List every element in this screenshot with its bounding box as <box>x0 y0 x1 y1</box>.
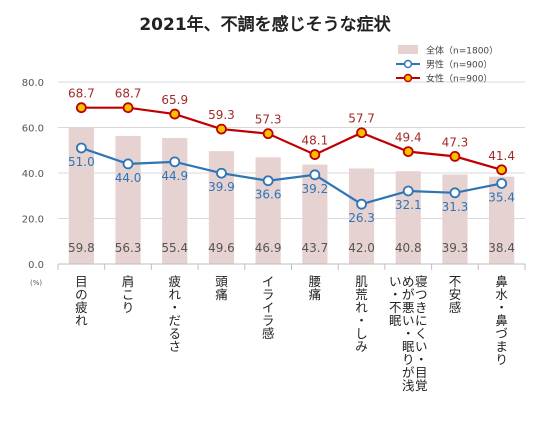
point-male <box>402 185 414 197</box>
data-label-female: 65.9 <box>161 93 188 107</box>
point-male <box>309 169 321 181</box>
category-label: 腰痛 <box>309 274 322 302</box>
point-male <box>449 187 461 199</box>
bar-total <box>348 168 375 264</box>
data-label-female: 49.4 <box>395 131 422 145</box>
data-label-male: 35.4 <box>488 190 515 204</box>
line-male <box>80 146 502 206</box>
data-label-female: 48.1 <box>301 134 328 148</box>
legend-marker <box>403 59 413 69</box>
category-label-text: 肩こり <box>122 274 135 315</box>
axes: 0.0 20.0 40.0 60.0 80.0 <box>22 78 526 271</box>
legend-swatch-total <box>398 45 418 54</box>
point-male <box>75 142 87 154</box>
category-label-text: 寝つきにくい・目覚めが悪い・眠りが浅い・不眠 <box>389 274 428 393</box>
point-female <box>496 164 508 176</box>
category-label: イライラ感 <box>262 274 275 341</box>
data-label-male: 44.9 <box>161 169 188 183</box>
data-label-female: 59.3 <box>208 108 235 122</box>
series-lines <box>75 102 508 210</box>
data-label-total: 46.9 <box>255 241 282 255</box>
category-label: 肩こり <box>122 274 135 315</box>
point-male <box>216 167 227 179</box>
data-label-male: 39.9 <box>208 180 235 194</box>
point-female <box>356 127 367 139</box>
category-label-text: 目の疲れ <box>75 274 88 328</box>
category-label-text: イライラ感 <box>262 274 275 341</box>
chart-title: 2021年、不調を感じそうな症状 <box>139 14 391 35</box>
point-female <box>122 102 134 114</box>
point-male <box>356 198 367 210</box>
data-label-female: 41.4 <box>488 149 515 163</box>
category-label-text: 頭痛 <box>215 274 228 302</box>
y-tick-label: 60.0 <box>22 124 44 135</box>
point-female <box>402 146 414 158</box>
data-label-male: 26.3 <box>348 211 375 225</box>
data-label-total: 43.7 <box>301 241 328 255</box>
category-label: 不安感 <box>449 274 462 315</box>
point-female <box>75 102 87 114</box>
point-male <box>262 175 274 187</box>
data-label-female: 68.7 <box>68 87 95 101</box>
data-label-total: 56.3 <box>115 241 142 255</box>
data-label-male: 44.0 <box>115 171 142 185</box>
unit-label: (%) <box>30 279 42 287</box>
legend-label: 女性（n=900） <box>426 73 492 85</box>
legend: 全体（n=1800） 男性（n=900） 女性（n=900） <box>396 45 498 85</box>
data-label-male: 31.3 <box>442 200 469 214</box>
category-label: 寝つきにくい・目覚めが悪い・眠りが浅い・不眠 <box>389 274 428 393</box>
category-label-text: 不安感 <box>449 274 462 315</box>
point-female <box>216 123 227 135</box>
data-label-male: 51.0 <box>68 155 95 169</box>
legend-marker <box>403 73 413 83</box>
data-label-total: 38.4 <box>488 241 515 255</box>
bar-total <box>255 157 281 264</box>
data-label-female: 57.3 <box>255 113 282 127</box>
data-label-female: 68.7 <box>115 87 142 101</box>
category-label-text: 疲れ・だるさ <box>168 274 181 354</box>
data-label-male: 39.2 <box>301 182 328 196</box>
point-male <box>122 158 134 170</box>
data-label-total: 42.0 <box>348 241 375 255</box>
data-label-total: 49.6 <box>208 241 235 255</box>
point-female <box>449 150 461 162</box>
data-label-female: 57.7 <box>348 112 375 126</box>
data-label-total: 59.8 <box>68 241 95 255</box>
y-tick-label: 20.0 <box>22 215 44 226</box>
category-label: 鼻水・鼻づまり <box>495 274 508 367</box>
point-female <box>262 128 274 140</box>
line-female <box>81 106 502 171</box>
point-female <box>169 108 181 120</box>
point-female <box>309 149 321 160</box>
category-label-text: 腰痛 <box>309 274 322 302</box>
category-label: 肌荒れ・しみ <box>355 274 368 354</box>
y-tick-label: 40.0 <box>22 169 44 180</box>
legend-label: 全体（n=1800） <box>426 45 498 57</box>
y-tick-label: 0.0 <box>28 260 44 271</box>
data-label-total: 39.3 <box>442 241 469 255</box>
category-label: 目の疲れ <box>75 274 88 328</box>
data-label-total: 55.4 <box>161 241 188 255</box>
data-label-total: 40.8 <box>395 241 422 255</box>
category-label: 疲れ・だるさ <box>168 274 181 354</box>
category-label: 頭痛 <box>215 274 228 302</box>
legend-label: 男性（n=900） <box>426 59 492 71</box>
y-tick-label: 80.0 <box>22 78 44 89</box>
point-male <box>169 156 181 168</box>
bar-total <box>115 135 141 264</box>
data-label-male: 32.1 <box>395 198 422 212</box>
point-male <box>496 178 508 189</box>
category-label-text: 鼻水・鼻づまり <box>495 274 508 367</box>
bar-total <box>489 176 515 264</box>
data-label-male: 36.6 <box>255 188 282 202</box>
category-label-text: 肌荒れ・しみ <box>355 274 368 354</box>
category-labels: 目の疲れ 肩こり 疲れ・だるさ 頭痛 イライラ感 腰痛 肌荒れ・しみ 寝つきにくい・目覚めが悪… <box>75 274 508 393</box>
data-label-female: 47.3 <box>442 135 469 149</box>
data-labels: 59.8 56.3 55.4 49.6 46.9 43.7 42.0 40.8 39.3 38.4… <box>68 87 515 255</box>
